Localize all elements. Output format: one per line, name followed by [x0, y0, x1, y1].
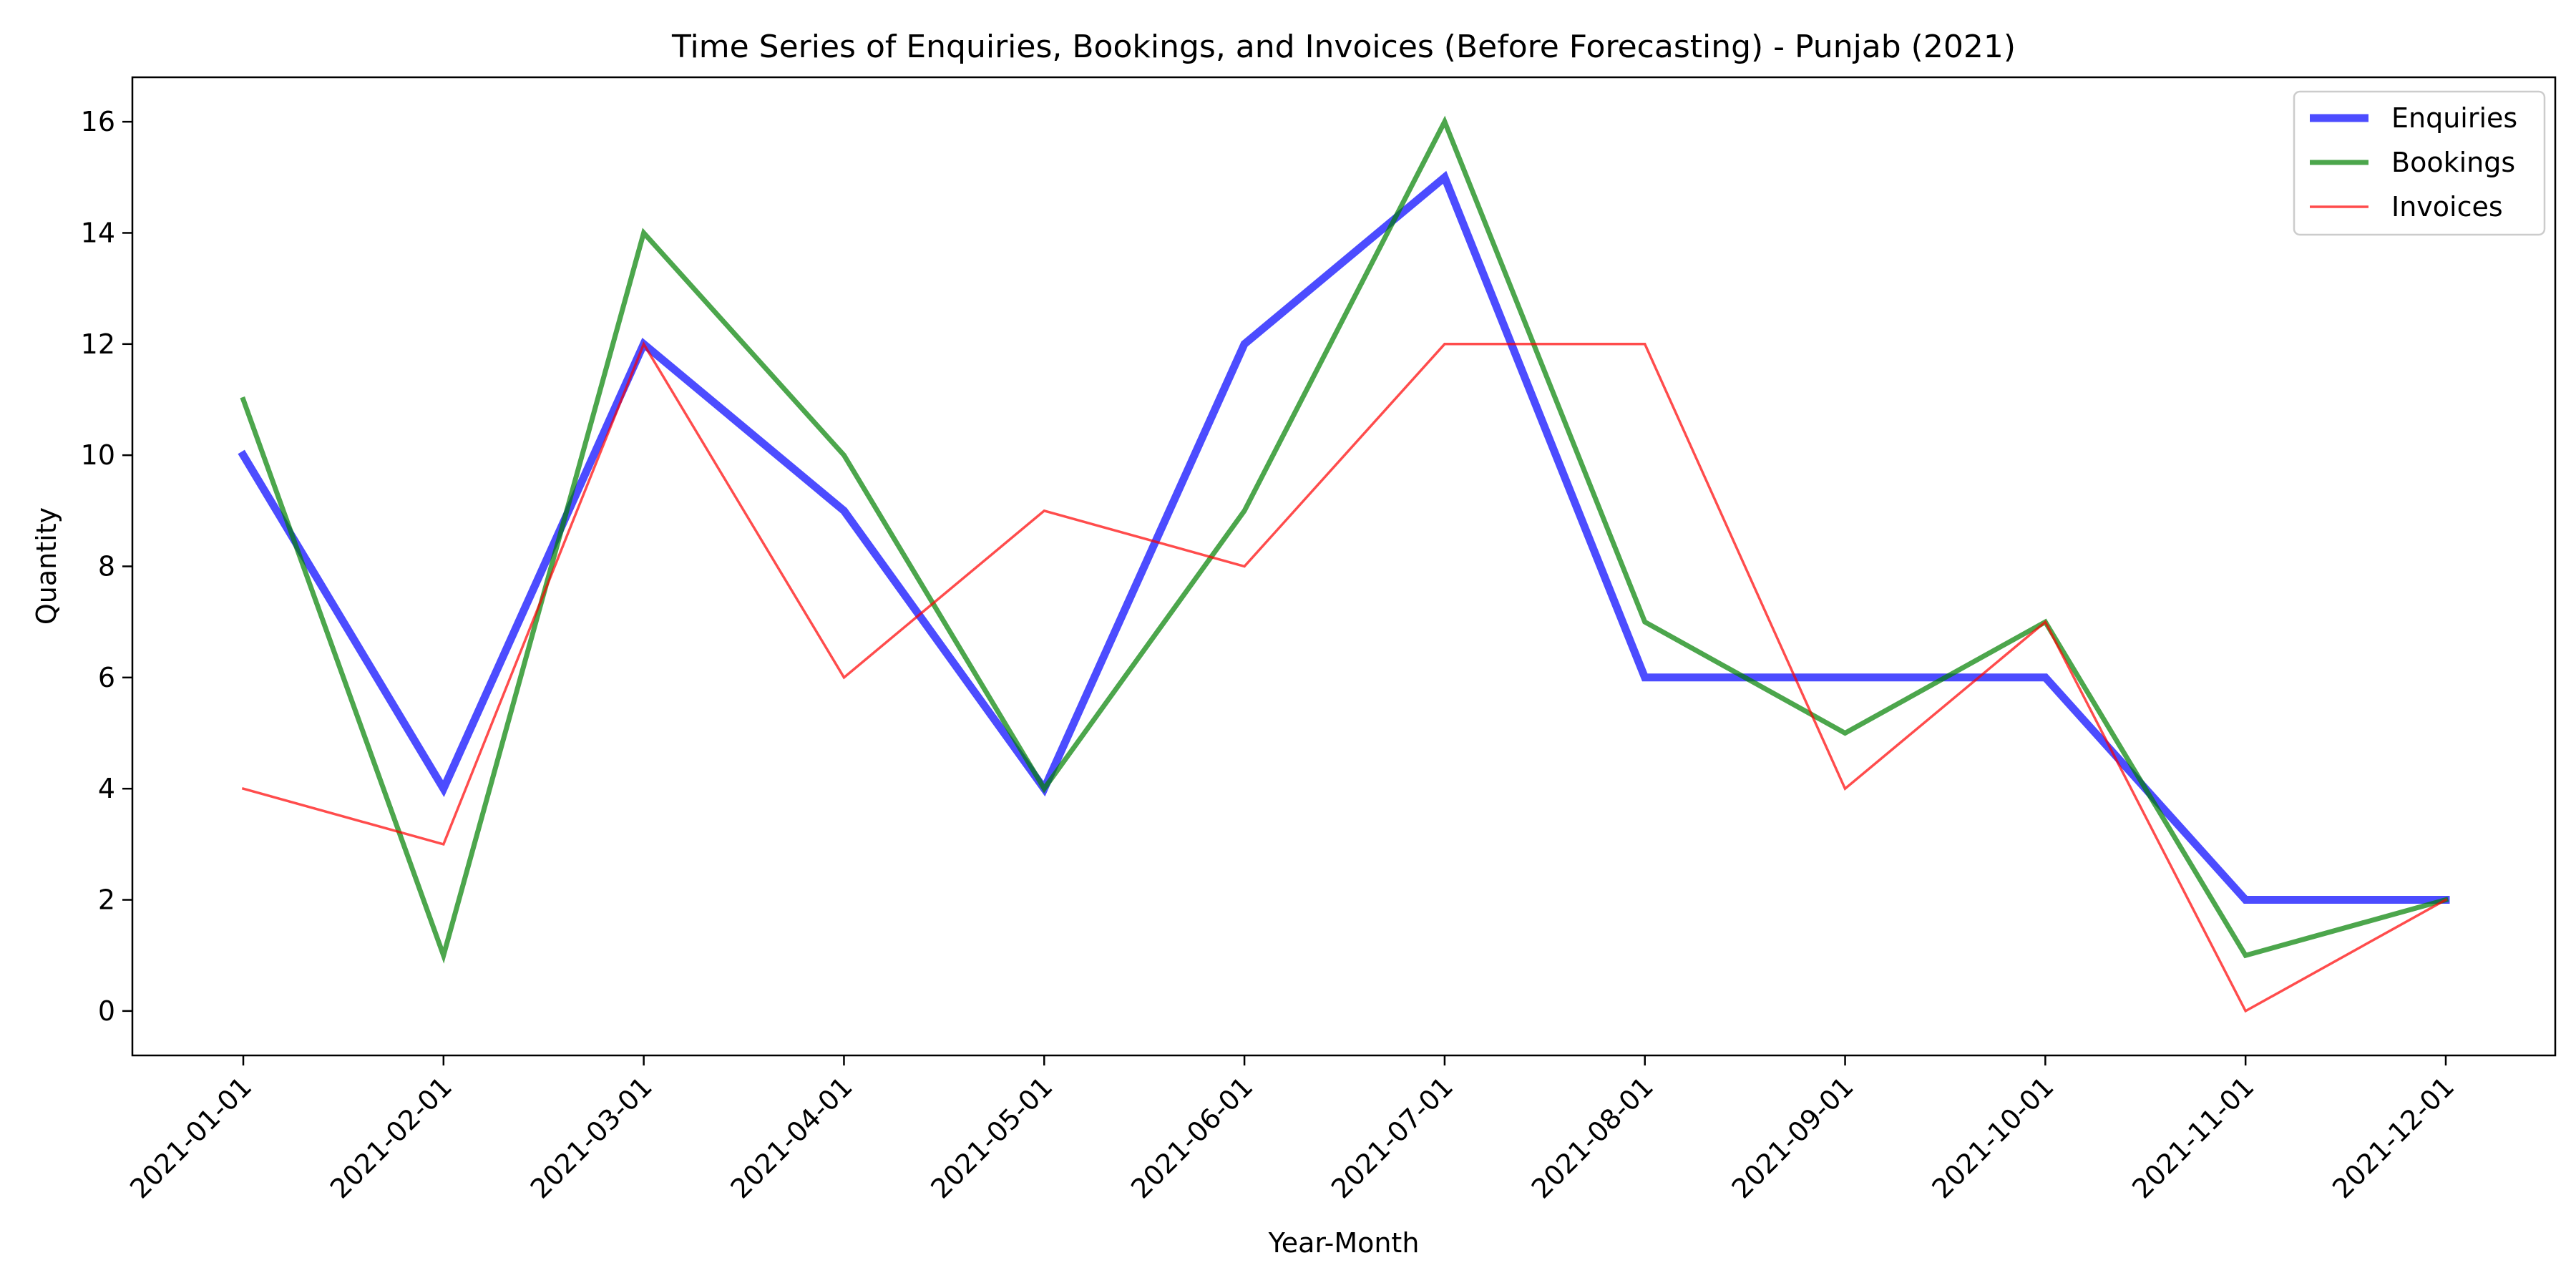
x-axis-label: Year-Month — [1268, 1227, 1420, 1259]
chart-title: Time Series of Enquiries, Bookings, and … — [671, 29, 2016, 65]
y-tick-label: 2 — [98, 884, 115, 916]
legend-box — [2293, 90, 2546, 236]
series-line-invoices — [241, 341, 2448, 1013]
y-tick-label: 14 — [81, 217, 115, 248]
y-tick-label: 12 — [81, 328, 115, 360]
legend: Enquiries Bookings Invoices — [2293, 90, 2546, 236]
y-tick-label: 0 — [98, 995, 115, 1027]
y-tick-label: 16 — [81, 106, 115, 137]
y-tick-label: 10 — [81, 439, 115, 471]
y-tick-label: 8 — [98, 551, 115, 582]
series-line-bookings — [240, 115, 2449, 964]
series-layer — [238, 115, 2450, 1013]
y-tick-label: 4 — [98, 773, 115, 804]
legend-entry: Invoices — [2391, 191, 2503, 223]
legend-entry: Enquiries — [2391, 102, 2517, 134]
y-axis: 0 2 4 6 8 10 12 14 16 — [81, 106, 132, 1027]
y-axis-label: Quantity — [31, 507, 62, 625]
legend-entry: Bookings — [2391, 147, 2515, 178]
series-line-enquiries — [238, 170, 2450, 904]
y-tick-label: 6 — [98, 662, 115, 693]
